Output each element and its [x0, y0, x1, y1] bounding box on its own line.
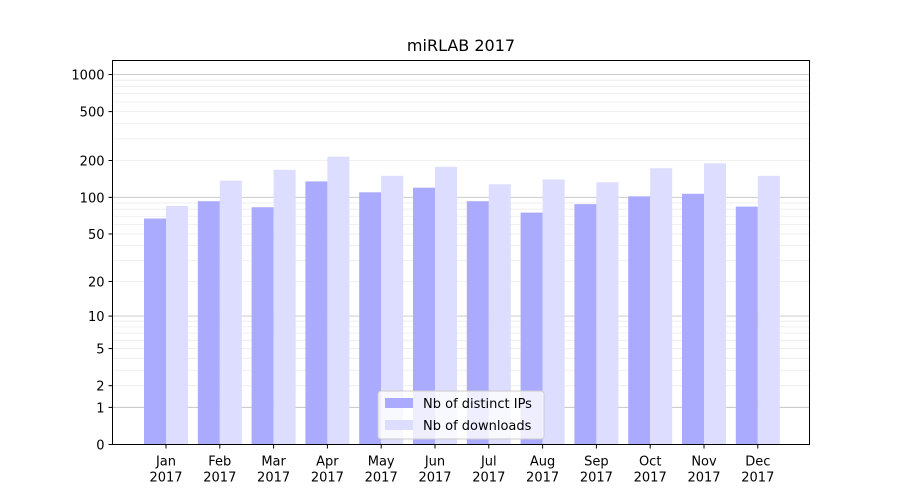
x-tick-label-year: 2017 — [687, 471, 720, 486]
bar-distinct-ips — [682, 193, 704, 445]
bar-distinct-ips — [520, 212, 543, 445]
bar-distinct-ips — [574, 204, 597, 445]
x-tick-label-month: Jan — [155, 455, 176, 470]
bar-downloads — [435, 166, 457, 445]
bar-distinct-ips — [735, 206, 758, 445]
x-tick-label-year: 2017 — [257, 471, 290, 486]
legend-swatch-ips — [385, 398, 413, 408]
x-tick-label-year: 2017 — [418, 471, 451, 486]
bar-downloads — [650, 168, 673, 445]
y-tick-label: 500 — [80, 106, 105, 121]
x-tick-label-month: May — [368, 455, 395, 470]
y-tick-label: 50 — [88, 228, 105, 243]
y-axis: 0 1 2 5 10 20 50 100 200 500 1000 — [71, 69, 113, 454]
bar-downloads — [273, 169, 296, 445]
bars — [144, 156, 780, 445]
legend: Nb of distinct IPs Nb of downloads — [377, 390, 545, 440]
plot-frame — [112, 60, 810, 445]
y-tick-label: 100 — [80, 191, 105, 206]
legend-label-downloads: Nb of downloads — [423, 419, 532, 434]
bar-distinct-ips — [466, 201, 489, 445]
legend-label-ips: Nb of distinct IPs — [423, 397, 532, 412]
x-tick-label-year: 2017 — [580, 471, 613, 486]
chart-title: miRLAB 2017 — [407, 36, 515, 55]
bar-downloads — [596, 182, 619, 445]
bar-distinct-ips — [144, 218, 166, 445]
x-tick-label-year: 2017 — [203, 471, 236, 486]
bar-downloads — [219, 180, 242, 445]
legend-swatch-downloads — [385, 420, 413, 430]
y-tick-label: 20 — [88, 275, 105, 290]
x-tick-label-month: Jul — [480, 455, 497, 470]
bar-distinct-ips — [197, 201, 220, 445]
y-tick-label: 10 — [88, 310, 105, 325]
x-tick-label-month: Jun — [424, 455, 445, 470]
bar-downloads — [757, 175, 780, 445]
x-tick-label-year: 2017 — [634, 471, 667, 486]
bar-distinct-ips — [359, 192, 382, 445]
bar-distinct-ips — [628, 196, 651, 445]
y-tick-label: 5 — [96, 343, 104, 358]
bar-downloads — [542, 179, 565, 445]
x-tick-label-year: 2017 — [472, 471, 505, 486]
x-tick-label-month: Apr — [316, 455, 339, 470]
bar-downloads — [488, 184, 511, 445]
x-tick-label-year: 2017 — [311, 471, 344, 486]
x-tick-label-year: 2017 — [365, 471, 398, 486]
x-tick-label-month: Oct — [639, 455, 661, 470]
bar-downloads — [381, 175, 404, 445]
bar-distinct-ips — [251, 207, 274, 445]
x-tick-label-year: 2017 — [526, 471, 559, 486]
y-tick-label: 200 — [80, 155, 105, 170]
x-tick-label-month: Dec — [745, 455, 770, 470]
x-axis: Jan2017Feb2017Mar2017Apr2017May2017Jun20… — [149, 444, 774, 486]
bar-downloads — [166, 205, 188, 445]
x-tick-label-month: Mar — [261, 455, 286, 470]
bar-distinct-ips — [305, 181, 328, 445]
y-tick-label: 2 — [96, 380, 104, 395]
x-tick-label-month: Nov — [691, 455, 717, 470]
x-tick-label-month: Feb — [208, 455, 231, 470]
x-tick-label-year: 2017 — [149, 471, 182, 486]
y-tick-label: 1000 — [71, 69, 104, 84]
x-tick-label-month: Aug — [530, 455, 555, 470]
x-tick-label-month: Sep — [584, 455, 609, 470]
y-tick-label: 1 — [96, 401, 104, 416]
bar-downloads — [704, 163, 726, 445]
x-tick-label-year: 2017 — [741, 471, 774, 486]
bar-downloads — [327, 156, 350, 445]
y-tick-label: 0 — [96, 439, 104, 454]
bar-distinct-ips — [413, 187, 435, 445]
legend-frame — [377, 390, 545, 440]
